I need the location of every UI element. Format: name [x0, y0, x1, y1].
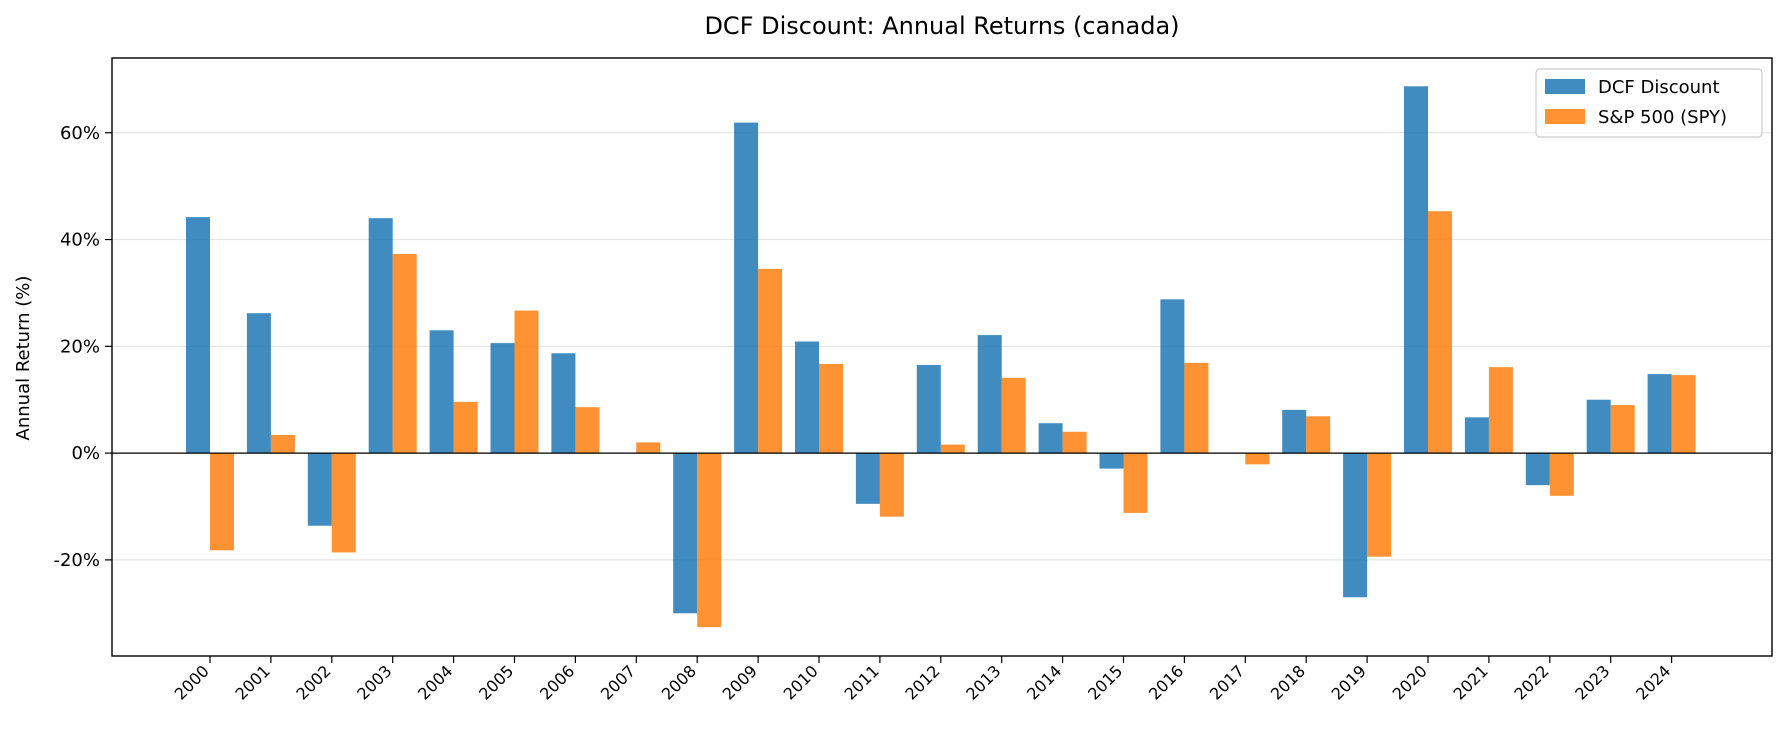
bar: [1282, 409, 1307, 454]
bar: [1343, 453, 1368, 598]
bar: [940, 444, 965, 454]
bar: [1586, 399, 1611, 454]
bar: [1549, 453, 1574, 496]
bar: [551, 353, 576, 454]
bar: [819, 363, 843, 454]
bar: [795, 341, 819, 454]
bar: [186, 217, 210, 454]
chart-title: DCF Discount: Annual Returns (canada): [704, 12, 1179, 40]
bar: [1488, 367, 1513, 454]
legend-box: [1535, 68, 1763, 138]
plot-frame: [111, 57, 1773, 657]
bar: [246, 313, 271, 454]
y-tick-label: -20%: [53, 550, 100, 571]
bar: [1428, 211, 1452, 454]
y-tick-label: 40%: [60, 230, 100, 251]
bar: [1647, 374, 1672, 454]
bar: [575, 407, 600, 454]
legend-label: S&P 500 (SPY): [1598, 107, 1727, 128]
bar: [1160, 299, 1185, 454]
bar: [307, 453, 332, 526]
bar: [1306, 416, 1331, 454]
legend-swatch: [1545, 79, 1585, 94]
bar: [1671, 375, 1696, 454]
bar: [734, 122, 759, 454]
y-tick-label: 60%: [60, 123, 100, 144]
bar: [916, 365, 941, 454]
bar: [855, 453, 880, 504]
bar: [1464, 417, 1489, 454]
legend-swatch: [1545, 109, 1585, 124]
bar: [636, 442, 661, 454]
bars: [186, 86, 1696, 628]
bar: [1062, 431, 1087, 454]
legend-label: DCF Discount: [1598, 77, 1720, 98]
bar: [1184, 362, 1209, 454]
bar: [368, 218, 393, 454]
bar: [453, 401, 478, 454]
bar: [429, 330, 454, 454]
y-tick-label: 20%: [60, 336, 100, 357]
y-axis-label: Annual Return (%): [13, 276, 34, 441]
bar: [1099, 453, 1124, 469]
bar: [758, 268, 783, 454]
bar: [1610, 405, 1635, 454]
bar: [977, 335, 1002, 454]
bar: [270, 434, 295, 454]
bar: [392, 253, 417, 454]
y-tick-label: 0%: [71, 443, 100, 464]
bar: [1404, 86, 1428, 454]
bar: [1123, 453, 1148, 513]
bar: [331, 453, 356, 553]
bar: [697, 453, 722, 628]
bar: [1367, 453, 1392, 557]
bar: [514, 310, 539, 454]
legend: DCF Discount S&P 500 (SPY): [1535, 68, 1763, 138]
bar: [1525, 453, 1550, 486]
bar: [1001, 377, 1026, 454]
bar: [1038, 423, 1063, 454]
bar: [1245, 453, 1270, 465]
bar: [673, 453, 698, 614]
bar: [490, 343, 515, 454]
bar: [210, 453, 234, 551]
bar: [879, 453, 904, 517]
